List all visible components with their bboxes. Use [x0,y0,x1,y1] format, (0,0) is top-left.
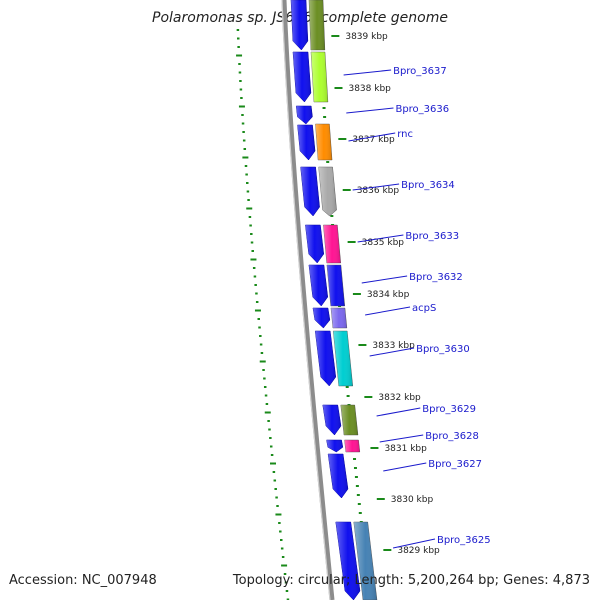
gene-label[interactable]: Bpro_3636 [395,104,449,115]
category-block-shade [323,225,341,263]
gene-label[interactable]: Bpro_3633 [405,231,459,242]
category-block-shade [318,167,337,216]
cds-track [290,0,361,600]
gene-label-leader [348,132,396,142]
scale-tick-label: 3833 kbp [372,341,415,351]
gene-label[interactable]: Bpro_3628 [425,431,479,442]
gene-label-leader [346,107,394,114]
category-block-shade [333,331,353,386]
gene-label-leader [376,407,421,417]
gene-label-leader [343,69,392,76]
gene-label-leader [365,306,411,316]
gene-label[interactable]: acpS [412,303,436,314]
gene-label[interactable]: Bpro_3629 [422,404,476,415]
genome-backbone [281,0,335,600]
category-block-shade [344,440,360,452]
scale-tick-label: 3831 kbp [384,444,427,454]
cds-arrow-shade [292,52,311,102]
category-block-shade [309,0,325,50]
gene-label[interactable]: Bpro_3634 [401,180,455,191]
scale-tick-label: 3835 kbp [362,238,405,248]
scale-track: 3839 kbp 3838 kbp 3837 kbp 3836 kbp 3835 kbp… [331,32,440,556]
cds-arrow-shade [308,265,328,306]
category-block-shade [326,265,345,306]
gene-label-leader [352,183,400,191]
category-block-shade [340,405,358,435]
scale-tick-label: 3829 kbp [397,546,440,556]
gene-label[interactable]: Bpro_3632 [409,272,463,283]
cds-arrow-shade [328,454,348,498]
gene-label-leader [361,275,408,284]
scale-tick-label: 3832 kbp [378,393,421,403]
category-block-shade [310,52,328,102]
gene-label-leader [379,434,424,443]
gene-label-leader [369,347,415,357]
scale-tick-label: 3837 kbp [352,135,395,145]
cds-arrow-shade [322,405,341,435]
gene-label[interactable]: Bpro_3625 [437,535,491,546]
topology-label: Topology: circular; Length: 5,200,264 bp… [232,573,590,588]
scale-tick-label: 3836 kbp [357,186,400,196]
category-block-shade [330,308,347,328]
gene-label-leader [383,462,427,472]
cds-arrow-shade [305,225,324,263]
gene-label[interactable]: Bpro_3627 [428,459,482,470]
cds-arrow-shade [296,106,313,124]
gene-label[interactable]: Bpro_3630 [416,344,470,355]
scale-tick-label: 3830 kbp [391,495,434,505]
cds-arrow-shade [300,167,320,216]
cds-arrow-shade [315,331,336,386]
gene-label-leader [357,234,404,243]
scale-tick-label: 3839 kbp [345,32,388,42]
category-block-shade [353,522,377,600]
category-block-shade [315,124,333,160]
cds-arrow-shade [291,0,308,50]
cds-arrow-shade [297,125,316,160]
gene-label-leader [392,538,436,549]
gene-label[interactable]: Bpro_3637 [393,66,447,77]
gene-label[interactable]: rnc [397,129,413,140]
scale-tick-label: 3838 kbp [348,84,391,94]
accession-label: Accession: NC_007948 [9,573,157,588]
cds-arrow-shade [326,440,343,452]
scale-tick-label: 3834 kbp [367,290,410,300]
cds-arrow-shade [335,522,360,600]
cds-arrow-shade [312,308,330,328]
genome-backbone-highlight [281,0,331,600]
category-track [308,0,378,600]
